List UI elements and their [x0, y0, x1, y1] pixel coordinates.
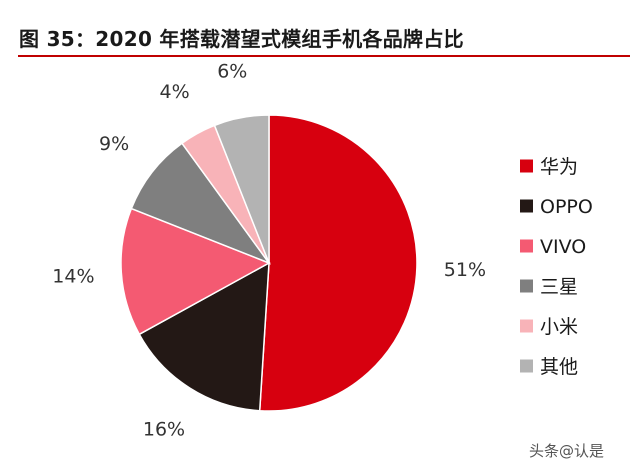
legend-label-6: 其他 [540, 356, 578, 378]
pie-slice-1 [258, 114, 418, 412]
slice-value-label-2: 16% [143, 419, 185, 441]
legend-swatch-6 [520, 359, 533, 373]
legend-swatch-5 [520, 319, 533, 333]
slice-value-label-4: 9% [99, 133, 129, 155]
pie-slices [120, 114, 418, 412]
title-rule [18, 55, 630, 57]
pie-slice-2 [138, 261, 270, 412]
figure-title: 图 35：2020 年搭载潜望式模组手机各品牌占比 [19, 27, 464, 51]
slice-value-label-3: 14% [52, 265, 94, 287]
legend-swatch-2 [520, 199, 533, 213]
legend-swatch-1 [520, 159, 533, 173]
legend-label-4: 三星 [540, 276, 578, 298]
watermark: 头条@认是 [529, 442, 605, 460]
legend-label-3: VIVO [540, 236, 586, 258]
pie-slice-3 [120, 207, 271, 336]
legend-label-1: 华为 [540, 156, 578, 178]
slice-value-label-5: 4% [160, 81, 190, 103]
pie-slice-4 [130, 142, 272, 265]
slice-value-label-6: 6% [217, 61, 247, 83]
pie-slice-6 [213, 114, 270, 264]
pie-value-labels: 51% 16% 14% 9% 4% 6% [52, 61, 486, 441]
legend-swatch-3 [520, 239, 533, 253]
slice-value-label-1: 51% [444, 259, 486, 281]
legend-label-5: 小米 [540, 316, 578, 338]
legend-label-2: OPPO [540, 196, 593, 218]
legend-swatch-4 [520, 279, 533, 293]
